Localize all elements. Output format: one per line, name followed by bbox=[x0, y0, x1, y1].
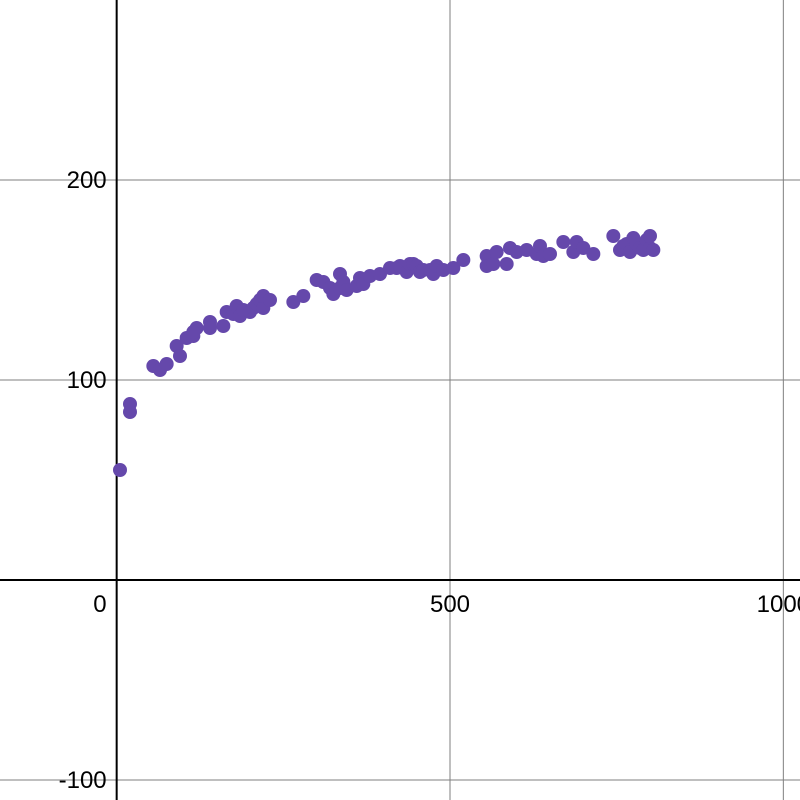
data-point bbox=[643, 229, 657, 243]
data-point bbox=[556, 235, 571, 249]
data-point bbox=[456, 253, 471, 267]
tick-labels: 0 500 1000 -100 100 200 bbox=[59, 167, 800, 794]
y-tick-label--100: -100 bbox=[59, 767, 107, 794]
x-tick-label-1000: 1000 bbox=[757, 591, 800, 618]
data-point bbox=[486, 257, 501, 271]
y-tick-label-200: 200 bbox=[67, 167, 107, 194]
data-point bbox=[159, 357, 174, 371]
data-point bbox=[173, 349, 187, 363]
y-tick-label-100: 100 bbox=[67, 367, 107, 394]
data-point bbox=[543, 247, 557, 261]
data-point bbox=[606, 229, 621, 243]
x-tick-label-0: 0 bbox=[93, 591, 106, 618]
data-point bbox=[296, 289, 311, 303]
data-point bbox=[263, 293, 277, 307]
data-point bbox=[499, 257, 514, 271]
data-point bbox=[489, 245, 504, 259]
data-point bbox=[113, 463, 127, 477]
data-point bbox=[123, 405, 137, 419]
data-points bbox=[113, 229, 661, 477]
data-point bbox=[646, 243, 661, 257]
data-point bbox=[586, 247, 601, 261]
data-point bbox=[216, 319, 231, 333]
data-point bbox=[446, 261, 461, 275]
x-tick-label-500: 500 bbox=[430, 591, 470, 618]
data-point bbox=[186, 325, 201, 339]
data-point bbox=[203, 321, 217, 335]
